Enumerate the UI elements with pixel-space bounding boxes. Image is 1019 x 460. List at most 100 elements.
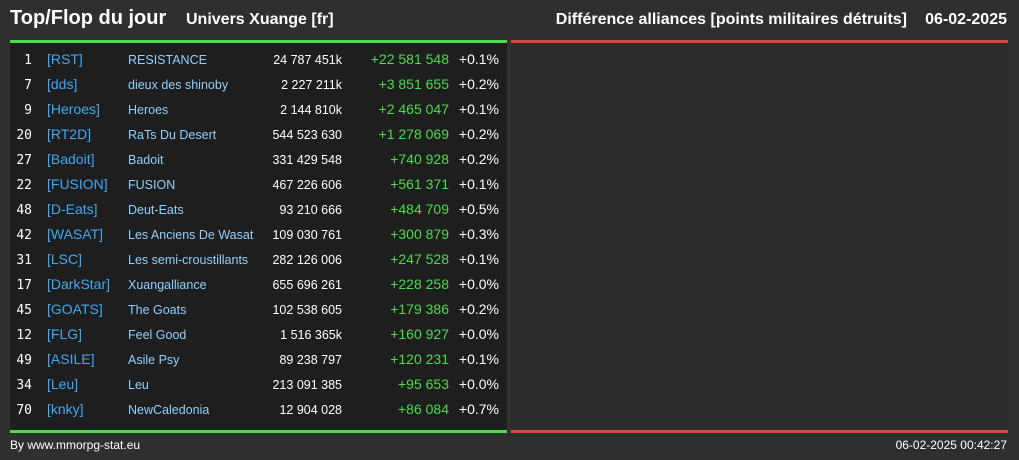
alliance-name-link[interactable]: FUSION (128, 178, 176, 192)
table-row: 9 [Heroes] Heroes 2 144 810k +2 465 047 +0.1% (10, 97, 507, 122)
percent-difference: +0.2% (458, 301, 499, 317)
table-row: 70 [knky] NewCaledonia 12 904 028 +86 084 +0.… (10, 397, 507, 422)
alliance-rank: 12 (16, 328, 32, 343)
percent-difference: +0.7% (458, 401, 499, 417)
alliance-name-link[interactable]: Xuangalliance (128, 278, 207, 292)
alliance-points: 331 429 548 (272, 153, 342, 167)
points-difference: +22 581 548 (370, 51, 449, 67)
alliance-rank: 31 (16, 253, 32, 268)
flop-alliances-panel (511, 43, 1008, 430)
alliance-name-link[interactable]: The Goats (128, 303, 187, 317)
percent-difference: +0.3% (458, 226, 499, 242)
percent-difference: +0.1% (458, 176, 499, 192)
points-difference: +179 386 (390, 301, 449, 317)
alliance-name-link[interactable]: dieux des shinoby (128, 78, 229, 92)
generated-timestamp: 06-02-2025 00:42:27 (895, 438, 1007, 452)
percent-difference: +0.5% (458, 201, 499, 217)
alliance-tag-link[interactable]: [FUSION] (47, 176, 108, 192)
alliance-name-link[interactable]: Les semi-croustillants (128, 253, 249, 267)
alliance-name-link[interactable]: Les Anciens De Wasat (128, 228, 254, 242)
alliance-name-link[interactable]: Badoit (128, 153, 164, 167)
percent-difference: +0.1% (458, 351, 499, 367)
alliance-tag-link[interactable]: [dds] (47, 76, 78, 92)
alliance-tag-link[interactable]: [WASAT] (47, 226, 103, 242)
table-row: 27 [Badoit] Badoit 331 429 548 +740 928 +0.2% (10, 147, 507, 172)
table-row: 31 [LSC] Les semi-croustillants 282 126 006… (10, 247, 507, 272)
alliance-tag-link[interactable]: [Leu] (47, 376, 79, 392)
alliance-tag-link[interactable]: [GOATS] (47, 301, 103, 317)
table-row: 22 [FUSION] FUSION 467 226 606 +561 371 +0.1% (10, 172, 507, 197)
header: Top/Flop du jour Univers Xuange [fr] Dif… (0, 0, 1019, 40)
date-label: 06-02-2025 (925, 11, 1007, 28)
top-alliances-panel: 1 [RST] RESISTANCE 24 787 451k +22 581 548 +0… (10, 43, 507, 430)
alliance-points: 12 904 028 (279, 403, 342, 417)
alliance-name-link[interactable]: RaTs Du Desert (128, 128, 217, 142)
alliance-tag-link[interactable]: [Badoit] (47, 151, 95, 167)
alliance-tag-link[interactable]: [Heroes] (47, 101, 100, 117)
alliance-name-link[interactable]: NewCaledonia (128, 403, 210, 417)
alliance-rank: 1 (24, 53, 32, 68)
alliance-tag-link[interactable]: [RST] (47, 51, 83, 67)
ranking-type-label: Différence alliances [points militaires … (555, 11, 907, 28)
alliance-rank: 34 (16, 378, 32, 393)
points-difference: +86 084 (398, 401, 449, 417)
alliance-tag-link[interactable]: [D-Eats] (47, 201, 98, 217)
alliance-name-link[interactable]: Heroes (128, 103, 169, 117)
alliance-name-link[interactable]: Asile Psy (128, 353, 180, 367)
alliance-points: 213 091 385 (272, 378, 342, 392)
alliance-tag-link[interactable]: [LSC] (47, 251, 83, 267)
alliance-points: 282 126 006 (272, 253, 342, 267)
alliance-rank: 42 (16, 228, 32, 243)
universe-label: Univers Xuange [fr] (186, 11, 334, 28)
site-credit: By www.mmorpg-stat.eu (10, 438, 141, 452)
alliance-tag-link[interactable]: [RT2D] (47, 126, 92, 142)
bottom-divider-green (10, 430, 507, 433)
points-difference: +740 928 (390, 151, 449, 167)
alliance-points: 2 227 211k (281, 78, 342, 92)
table-row: 34 [Leu] Leu 213 091 385 +95 653 +0.0% (10, 372, 507, 397)
percent-difference: +0.2% (458, 126, 499, 142)
alliance-tag-link[interactable]: [DarkStar] (47, 276, 111, 292)
alliance-points: 544 523 630 (272, 128, 342, 142)
alliance-points: 467 226 606 (272, 178, 342, 192)
alliance-name-link[interactable]: Deut-Eats (128, 203, 184, 217)
alliance-rank: 45 (16, 303, 32, 318)
alliance-points: 1 516 365k (280, 328, 342, 342)
percent-difference: +0.2% (458, 151, 499, 167)
points-difference: +2 465 047 (378, 101, 449, 117)
alliance-name-link[interactable]: RESISTANCE (128, 53, 207, 67)
percent-difference: +0.1% (458, 251, 499, 267)
table-row: 7 [dds] dieux des shinoby 2 227 211k +3 851 … (10, 72, 507, 97)
alliance-rank: 9 (24, 103, 32, 118)
points-difference: +484 709 (390, 201, 449, 217)
table-row: 42 [WASAT] Les Anciens De Wasat 109 030 761… (10, 222, 507, 247)
table-row: 48 [D-Eats] Deut-Eats 93 210 666 +484 709 +0.… (10, 197, 507, 222)
table-row: 17 [DarkStar] Xuangalliance 655 696 261 +228… (10, 272, 507, 297)
alliance-rank: 7 (24, 78, 32, 93)
alliance-points: 2 144 810k (280, 103, 342, 117)
page-title: Top/Flop du jour (10, 7, 167, 29)
alliance-rank: 17 (16, 278, 32, 293)
points-difference: +3 851 655 (378, 76, 449, 92)
table-row: 45 [GOATS] The Goats 102 538 605 +179 386 +0.… (10, 297, 507, 322)
percent-difference: +0.0% (458, 326, 499, 342)
alliance-tag-link[interactable]: [knky] (47, 401, 84, 417)
alliance-points: 24 787 451k (273, 53, 342, 67)
alliance-points: 89 238 797 (279, 353, 342, 367)
alliance-points: 655 696 261 (272, 278, 342, 292)
alliance-tag-link[interactable]: [ASILE] (47, 351, 95, 367)
points-difference: +300 879 (390, 226, 449, 242)
points-difference: +160 927 (390, 326, 449, 342)
table-row: 1 [RST] RESISTANCE 24 787 451k +22 581 548 +0… (10, 47, 507, 72)
alliance-rank: 48 (16, 203, 32, 218)
points-difference: +561 371 (390, 176, 449, 192)
points-difference: +1 278 069 (378, 126, 449, 142)
alliance-points: 102 538 605 (272, 303, 342, 317)
top-divider-green (10, 40, 507, 43)
alliance-tag-link[interactable]: [FLG] (47, 326, 83, 342)
points-difference: +95 653 (398, 376, 449, 392)
alliance-name-link[interactable]: Leu (128, 378, 149, 392)
alliance-name-link[interactable]: Feel Good (128, 328, 187, 342)
percent-difference: +0.0% (458, 376, 499, 392)
alliance-rank: 70 (16, 403, 32, 418)
